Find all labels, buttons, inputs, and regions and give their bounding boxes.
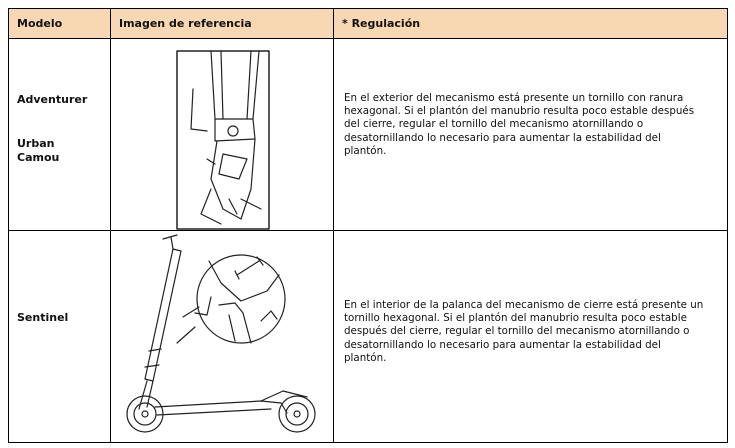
description-cell: En el interior de la palanca del mecanis… bbox=[333, 230, 728, 443]
scooter-illustration bbox=[126, 234, 316, 433]
header-cell: Modelo bbox=[8, 8, 111, 39]
model-cell: Adventurer Urban Camou bbox=[8, 38, 111, 231]
mechanism-illustration bbox=[176, 50, 270, 230]
header-cell: * Regulación bbox=[333, 8, 728, 39]
header-text: Imagen de referencia bbox=[119, 17, 252, 30]
header-text: * Regulación bbox=[342, 17, 421, 30]
description-text: En el interior de la palanca del mecanis… bbox=[344, 299, 704, 364]
description-text: En el exterior del mecanismo está presen… bbox=[344, 92, 695, 157]
image-cell bbox=[110, 38, 334, 231]
header-cell: Imagen de referencia bbox=[110, 8, 334, 39]
model-name: Urban Camou bbox=[17, 137, 60, 164]
description-cell: En el exterior del mecanismo está presen… bbox=[333, 38, 728, 231]
image-cell bbox=[110, 230, 334, 443]
model-cell: Sentinel bbox=[8, 230, 111, 443]
model-name: Sentinel bbox=[17, 311, 69, 324]
header-text: Modelo bbox=[17, 17, 63, 30]
model-name: Adventurer bbox=[17, 93, 88, 106]
